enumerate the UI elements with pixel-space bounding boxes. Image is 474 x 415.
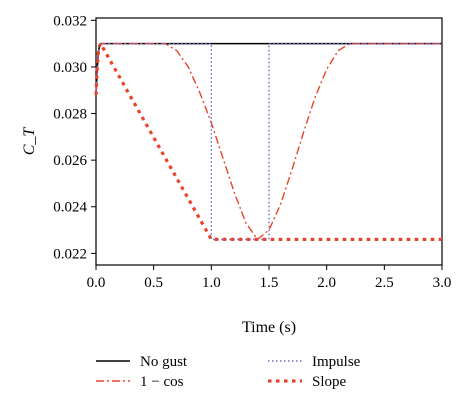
ticks-layer: 0.0 0.5 1.0 1.5 2.0 2.5 3.0 0.022 0.024 0.026 0.02… — [53, 13, 451, 291]
y-tick-label: 0.030 — [53, 60, 87, 76]
series-line-slope — [94, 42, 442, 241]
x-tick-label: 3.0 — [433, 275, 452, 291]
legend-label-impulse: Impulse — [312, 354, 361, 370]
legend: No gust 1 − cos Impulse Slope — [96, 354, 361, 390]
x-tick-label: 0.0 — [87, 275, 106, 291]
series-layer — [94, 42, 442, 241]
series-line-impulse — [95, 42, 442, 241]
y-tick-label: 0.028 — [53, 107, 87, 123]
y-axis-title: C_T — [21, 127, 38, 156]
legend-label-slope: Slope — [312, 374, 347, 390]
x-tick-label: 0.5 — [144, 275, 163, 291]
y-tick-label: 0.022 — [53, 246, 87, 262]
y-tick-label: 0.026 — [53, 153, 87, 169]
y-tick-label: 0.032 — [53, 13, 87, 29]
x-tick-label: 1.0 — [202, 275, 221, 291]
legend-label-1-cos: 1 − cos — [140, 374, 184, 390]
x-tick-label: 2.5 — [375, 275, 394, 291]
x-tick-label: 1.5 — [260, 275, 279, 291]
legend-label-no-gust: No gust — [140, 354, 188, 370]
y-tick-label: 0.024 — [53, 200, 87, 216]
series-line-no-gust — [95, 42, 442, 95]
x-tick-label: 2.0 — [317, 275, 336, 291]
x-axis-title: Time (s) — [242, 319, 296, 336]
